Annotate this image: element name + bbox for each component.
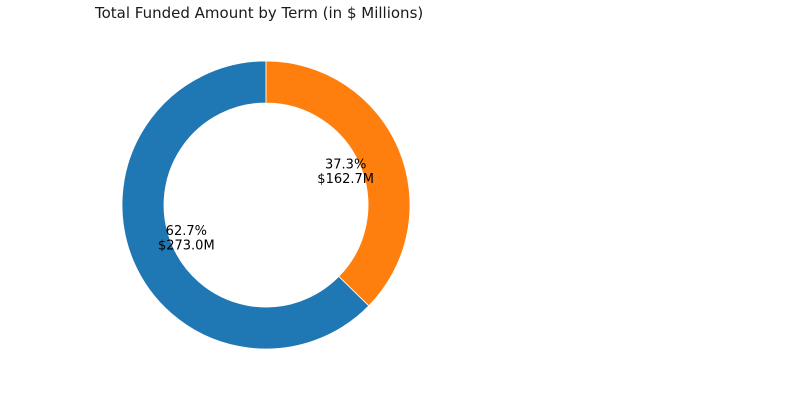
donut-slices (121, 60, 411, 350)
chart-title: Total Funded Amount by Term (in $ Millio… (95, 4, 424, 22)
slice-value-label: $162.7M (317, 172, 374, 187)
donut-slice-2 (265, 60, 411, 307)
slice-value-label: $273.0M (158, 239, 215, 254)
slice-label-1: 62.7% $273.0M (158, 224, 215, 254)
slice-percent-label: 62.7% (166, 224, 207, 239)
slice-label-2: 37.3% $162.7M (317, 157, 374, 187)
donut-slice-1 (121, 60, 370, 350)
slice-labels: 62.7% $273.0M 37.3% $162.7M (158, 157, 374, 253)
slice-percent-label: 37.3% (325, 157, 366, 172)
